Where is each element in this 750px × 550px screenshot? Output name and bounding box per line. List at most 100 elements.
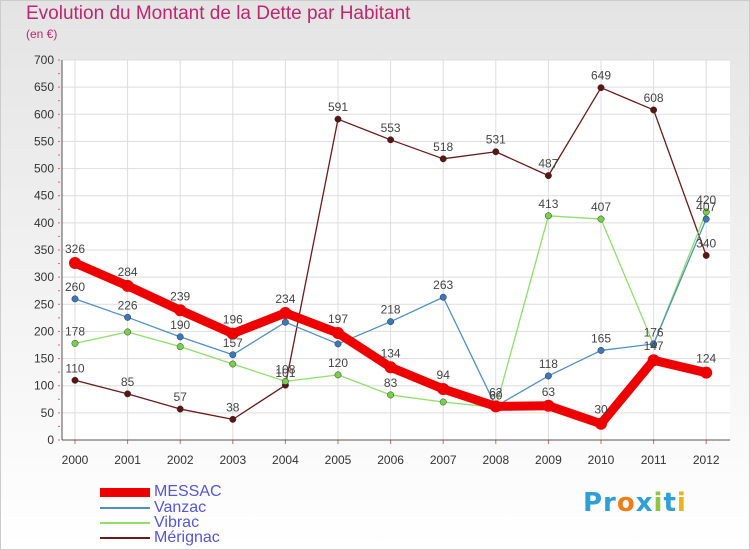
- y-tick-label: 150: [34, 352, 54, 366]
- y-tick-label: 700: [34, 53, 54, 67]
- logo-letters: Pr: [583, 488, 617, 518]
- x-tick-label: 2006: [377, 453, 404, 467]
- x-tick-label: 2012: [693, 453, 720, 467]
- data-point-mrignac: [650, 106, 658, 114]
- data-label-vanzac: 118: [539, 357, 558, 371]
- legend-item-messac: MESSAC: [100, 484, 300, 500]
- data-point-vibrac: [281, 377, 289, 385]
- data-point-messac: [437, 382, 450, 395]
- data-point-vibrac: [334, 371, 342, 379]
- data-label-mrignac: 340: [696, 236, 716, 250]
- data-point-vibrac: [387, 391, 395, 399]
- legend-swatch: [100, 537, 150, 539]
- data-label-messac: 30: [594, 403, 608, 417]
- legend-item-vibrac: Vibrac: [100, 515, 300, 531]
- data-label-messac: 62: [489, 385, 503, 399]
- data-point-vibrac: [229, 360, 237, 368]
- y-tick-label: 550: [34, 134, 54, 148]
- x-tick-label: 2005: [325, 453, 352, 467]
- data-point-messac: [226, 327, 239, 340]
- data-label-mrignac: 57: [174, 390, 188, 404]
- x-tick-label: 2003: [219, 453, 246, 467]
- y-tick-label: 400: [34, 216, 54, 230]
- data-point-vanzac: [439, 293, 447, 301]
- y-tick-label: 100: [34, 379, 54, 393]
- y-tick-label: 450: [34, 189, 54, 203]
- logo-letter: x: [635, 488, 654, 518]
- data-label-mrignac: 608: [644, 91, 664, 105]
- data-point-messac: [174, 304, 187, 317]
- data-point-mrignac: [229, 415, 237, 423]
- data-point-messac: [384, 361, 397, 374]
- data-label-vanzac: 263: [433, 278, 453, 292]
- data-point-vanzac: [71, 295, 79, 303]
- logo-letter: i: [653, 488, 664, 518]
- data-point-messac: [700, 366, 713, 379]
- legend-swatch: [100, 522, 150, 524]
- y-tick-label: 200: [34, 324, 54, 338]
- y-tick-label: 250: [34, 297, 54, 311]
- data-label-mrignac: 38: [226, 400, 240, 414]
- data-point-vanzac: [229, 351, 237, 359]
- data-label-messac: 63: [542, 385, 556, 399]
- chart-subtitle: (en €): [26, 27, 58, 41]
- data-point-vibrac: [124, 328, 132, 336]
- data-label-vanzac: 190: [170, 318, 190, 332]
- data-label-mrignac: 591: [328, 100, 348, 114]
- data-label-mrignac: 553: [381, 121, 401, 135]
- data-label-messac: 94: [437, 368, 451, 382]
- x-tick-label: 2007: [430, 453, 457, 467]
- x-tick-label: 2010: [588, 453, 615, 467]
- logo-letter: i: [676, 488, 687, 518]
- data-label-messac: 239: [170, 289, 190, 303]
- data-point-vibrac: [544, 212, 552, 220]
- data-label-vibrac: 108: [275, 362, 295, 376]
- data-point-mrignac: [176, 405, 184, 413]
- y-tick-label: 650: [34, 80, 54, 94]
- y-tick-label: 300: [34, 270, 54, 284]
- legend-swatch: [100, 488, 150, 497]
- data-point-messac: [332, 327, 344, 340]
- data-label-mrignac: 101: [275, 366, 295, 380]
- data-point-vanzac: [597, 346, 605, 354]
- data-label-vanzac: 407: [696, 200, 716, 214]
- data-point-vanzac: [544, 372, 552, 380]
- y-tick-label: 50: [41, 406, 55, 420]
- data-label-mrignac: 518: [433, 140, 453, 154]
- data-point-vanzac: [702, 215, 710, 223]
- data-label-messac: 147: [644, 339, 664, 353]
- data-point-vibrac: [71, 339, 79, 347]
- data-label-vibrac: 407: [591, 200, 611, 214]
- data-label-vibrac: 120: [328, 356, 348, 370]
- data-point-mrignac: [387, 136, 395, 144]
- x-tick-label: 2011: [641, 453, 667, 467]
- data-label-messac: 196: [223, 313, 243, 327]
- data-point-mrignac: [597, 84, 605, 92]
- data-label-vibrac: 413: [538, 197, 558, 211]
- y-tick-label: 500: [34, 162, 54, 176]
- data-label-vibrac: 176: [644, 325, 664, 339]
- x-tick-label: 2004: [272, 453, 299, 467]
- data-label-mrignac: 531: [486, 133, 506, 147]
- data-point-vanzac: [124, 313, 132, 321]
- legend-label: Mérignac: [154, 529, 220, 546]
- y-tick-label: 0: [47, 433, 54, 447]
- data-label-vibrac: 60: [489, 388, 503, 402]
- legend-label: MESSAC: [154, 483, 222, 500]
- data-label-vibrac: 178: [65, 324, 85, 338]
- data-point-mrignac: [124, 390, 132, 398]
- chart-title: Evolution du Montant de la Dette par Hab…: [26, 3, 411, 24]
- data-label-messac: 234: [275, 292, 295, 306]
- data-label-messac: 197: [328, 312, 348, 326]
- data-label-vanzac: 260: [65, 280, 85, 294]
- data-point-messac: [542, 399, 555, 412]
- data-label-messac: 134: [381, 346, 401, 360]
- data-point-vibrac: [176, 343, 184, 351]
- proxiti-logo: Proxiti: [583, 488, 687, 518]
- x-tick-label: 2009: [535, 453, 562, 467]
- data-point-mrignac: [702, 251, 710, 259]
- logo-letter: o: [616, 488, 636, 518]
- data-point-messac: [279, 306, 292, 319]
- data-label-vanzac: 226: [118, 298, 138, 312]
- legend-label: Vibrac: [154, 514, 200, 531]
